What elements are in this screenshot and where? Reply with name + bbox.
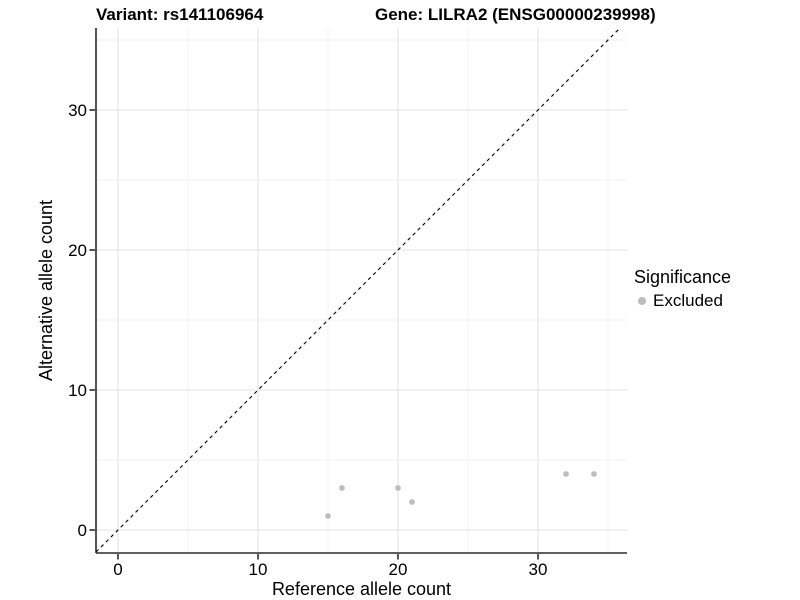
x-tick-label: 0: [113, 560, 122, 579]
identity-reference-line: [95, 27, 621, 553]
data-point: [395, 485, 401, 491]
legend-item-label: Excluded: [653, 291, 723, 310]
x-tick-label: 10: [249, 560, 268, 579]
y-tick-label: 0: [78, 521, 87, 540]
data-point: [409, 499, 415, 505]
tick-labels: 0 10 20 30 0 10 20 30: [68, 101, 547, 579]
legend-title: Significance: [634, 267, 732, 287]
x-tick-label: 20: [389, 560, 408, 579]
x-axis-title: Reference allele count: [272, 579, 451, 599]
variant-title: Variant: rs141106964: [96, 5, 264, 24]
axis-ticks: [89, 109, 539, 560]
identity-line: [95, 27, 621, 553]
y-tick-label: 30: [68, 101, 87, 120]
data-point: [325, 513, 331, 519]
minor-gridlines: [96, 28, 627, 553]
y-tick-label: 10: [68, 381, 87, 400]
legend-items: Excluded: [634, 291, 731, 311]
y-tick-label: 20: [68, 241, 87, 260]
y-axis-title: Alternative allele count: [36, 200, 56, 381]
legend-point-icon: [638, 297, 646, 305]
gene-title: Gene: LILRA2 (ENSG00000239998): [375, 5, 656, 24]
major-gridlines: [96, 28, 627, 553]
legend-item: Excluded: [634, 291, 731, 311]
data-point: [563, 471, 569, 477]
data-points: [325, 471, 597, 519]
x-tick-label: 30: [529, 560, 548, 579]
data-point: [339, 485, 345, 491]
axis-lines: [95, 28, 627, 554]
legend: Significance Excluded: [634, 267, 731, 311]
data-point: [591, 471, 597, 477]
